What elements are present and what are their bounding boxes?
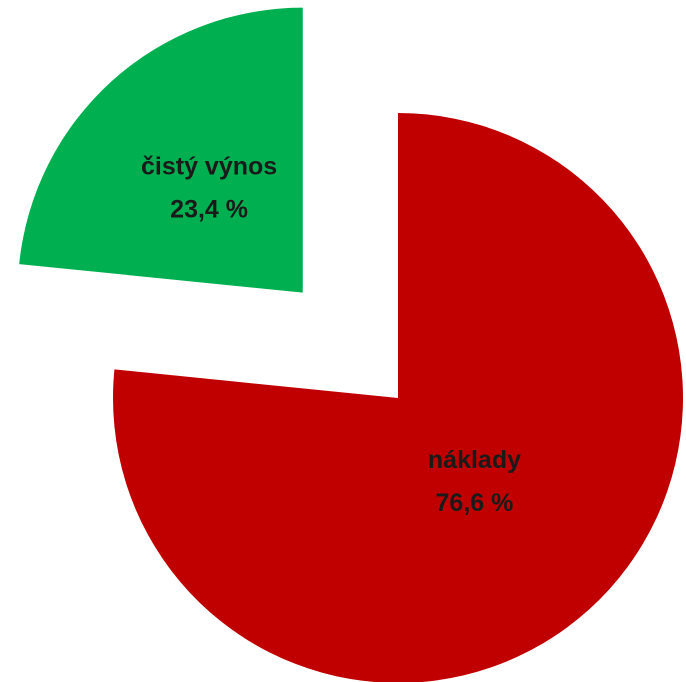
pie-slice xyxy=(19,7,303,293)
slice-value-label: 23,4 % xyxy=(170,196,248,224)
slice-label: čistý výnos xyxy=(141,153,277,181)
slice-label: náklady xyxy=(428,446,521,474)
pie-slice xyxy=(113,113,683,682)
slice-value-label: 76,6 % xyxy=(436,489,514,517)
